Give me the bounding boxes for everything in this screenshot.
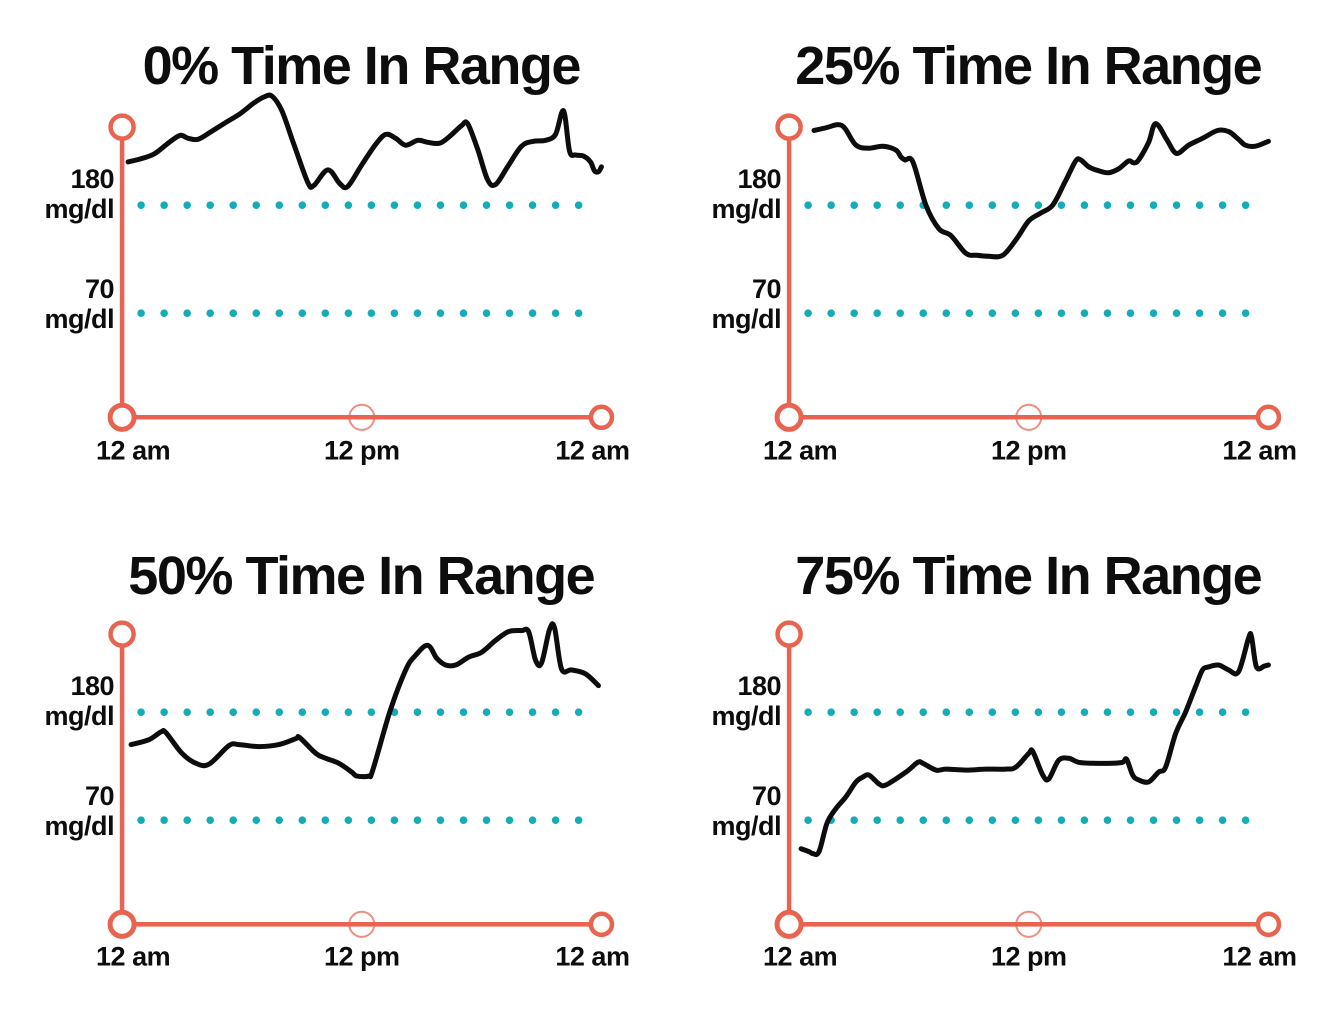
x-tick-12pm: 12 pm xyxy=(324,435,400,465)
x-tick-12am-right: 12 am xyxy=(1222,942,1296,972)
high-threshold-unit-label: mg/dl xyxy=(45,702,115,732)
chart-title: 75% Time In Range xyxy=(795,546,1261,606)
x-tick-12pm: 12 pm xyxy=(324,942,400,972)
chart-75pct-time-in-range: 75% Time In Range 180 mg/dl 70 mg/dl 12 … xyxy=(667,504,1333,1008)
x-tick-12am-left: 12 am xyxy=(763,942,837,972)
chart-0pct-time-in-range: 0% Time In Range 180 mg/dl 70 mg/dl 12 a… xyxy=(0,0,667,504)
chart-25pct-time-in-range: 25% Time In Range 180 mg/dl 70 mg/dl 12 … xyxy=(667,0,1333,504)
y-axis-top-marker xyxy=(777,116,800,139)
glucose-trace-line xyxy=(128,95,601,188)
chart-title: 25% Time In Range xyxy=(795,36,1261,96)
x-axis-end-marker xyxy=(1257,407,1278,428)
x-tick-12am-right: 12 am xyxy=(555,942,629,972)
chart-50pct-time-in-range: 50% Time In Range 180 mg/dl 70 mg/dl 12 … xyxy=(0,504,667,1008)
low-threshold-value-label: 70 xyxy=(85,274,114,304)
x-tick-12am-left: 12 am xyxy=(96,942,170,972)
high-threshold-unit-label: mg/dl xyxy=(711,194,781,224)
glucose-trace-line xyxy=(131,624,598,777)
low-threshold-value-label: 70 xyxy=(752,274,781,304)
x-tick-12am-left: 12 am xyxy=(96,435,170,465)
low-threshold-unit-label: mg/dl xyxy=(711,812,781,842)
low-threshold-unit-label: mg/dl xyxy=(45,304,115,334)
x-tick-12am-left: 12 am xyxy=(763,435,837,465)
y-axis-top-marker xyxy=(111,116,134,139)
low-threshold-value-label: 70 xyxy=(752,782,781,812)
chart-cell-0pct: 0% Time In Range 180 mg/dl 70 mg/dl 12 a… xyxy=(0,0,667,504)
chart-cell-25pct: 25% Time In Range 180 mg/dl 70 mg/dl 12 … xyxy=(667,0,1333,504)
origin-marker xyxy=(777,405,801,429)
high-threshold-value-label: 180 xyxy=(737,672,781,702)
high-threshold-unit-label: mg/dl xyxy=(45,194,115,224)
chart-title: 0% Time In Range xyxy=(143,36,581,96)
high-threshold-value-label: 180 xyxy=(71,672,115,702)
high-threshold-value-label: 180 xyxy=(737,164,781,194)
x-tick-12pm: 12 pm xyxy=(990,942,1066,972)
low-threshold-value-label: 70 xyxy=(85,782,114,812)
low-threshold-unit-label: mg/dl xyxy=(711,304,781,334)
chart-cell-75pct: 75% Time In Range 180 mg/dl 70 mg/dl 12 … xyxy=(667,504,1333,1008)
origin-marker xyxy=(110,913,134,937)
x-axis-end-marker xyxy=(1257,914,1278,935)
high-threshold-unit-label: mg/dl xyxy=(711,702,781,732)
chart-cell-50pct: 50% Time In Range 180 mg/dl 70 mg/dl 12 … xyxy=(0,504,667,1008)
low-threshold-unit-label: mg/dl xyxy=(45,812,115,842)
x-axis-end-marker xyxy=(591,407,612,428)
y-axis-top-marker xyxy=(777,623,800,646)
origin-marker xyxy=(110,405,134,429)
glucose-trace-line xyxy=(814,124,1268,257)
chart-title: 50% Time In Range xyxy=(128,546,594,606)
x-tick-12am-right: 12 am xyxy=(1222,435,1296,465)
origin-marker xyxy=(777,913,801,937)
y-axis-top-marker xyxy=(111,623,134,646)
high-threshold-value-label: 180 xyxy=(71,164,115,194)
x-tick-12pm: 12 pm xyxy=(990,435,1066,465)
x-axis-end-marker xyxy=(591,914,612,935)
x-tick-12am-right: 12 am xyxy=(555,435,629,465)
